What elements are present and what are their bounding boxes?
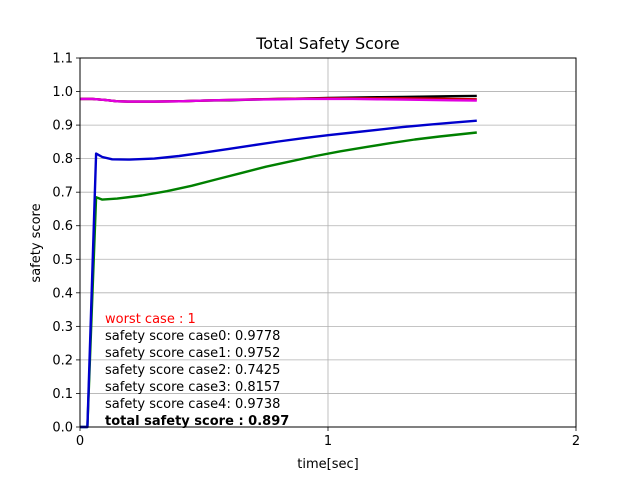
annotation-line: worst case : 1 — [105, 312, 196, 327]
annotation-line: total safety score : 0.897 — [105, 414, 289, 429]
y-tick-label: 0.4 — [52, 286, 73, 301]
y-tick-label: 0.2 — [52, 353, 73, 368]
series-line-4 — [80, 97, 477, 103]
y-tick-label: 0.0 — [52, 421, 73, 436]
y-tick-label: 1.1 — [52, 52, 73, 67]
annotation-line: safety score case1: 0.9752 — [105, 346, 280, 361]
annotation-line: safety score case0: 0.9778 — [105, 329, 280, 344]
series-line-1 — [80, 119, 477, 429]
y-tick-label: 0.6 — [52, 219, 73, 234]
chart-title: Total Safety Score — [255, 34, 400, 53]
annotation-line: safety score case4: 0.9738 — [105, 397, 280, 412]
y-tick-label: 0.8 — [52, 152, 73, 167]
y-axis-label: safety score — [29, 203, 44, 282]
y-tick-label: 0.1 — [52, 387, 73, 402]
y-tick-label: 1.0 — [52, 85, 73, 100]
x-tick-label: 2 — [572, 434, 580, 449]
score-annotations: worst case : 1 safety score case0: 0.9778… — [105, 312, 289, 429]
y-tick-label: 0.5 — [52, 253, 73, 268]
y-tick-label: 0.7 — [52, 186, 73, 201]
series-lines — [80, 94, 477, 429]
series-line-0 — [80, 131, 477, 429]
axis-ticks: 0 1 2 0.0 0.1 0.2 0.3 0.4 0.5 0.6 0.7 0.8 0.9 1.0 1.1 — [52, 52, 580, 450]
y-tick-label: 0.9 — [52, 119, 73, 134]
x-tick-label: 1 — [324, 434, 332, 449]
annotation-line: safety score case3: 0.8157 — [105, 380, 280, 395]
x-tick-label: 0 — [76, 434, 84, 449]
y-tick-label: 0.3 — [52, 320, 73, 335]
annotation-line: safety score case2: 0.7425 — [105, 363, 280, 378]
x-axis-label: time[sec] — [297, 457, 358, 472]
